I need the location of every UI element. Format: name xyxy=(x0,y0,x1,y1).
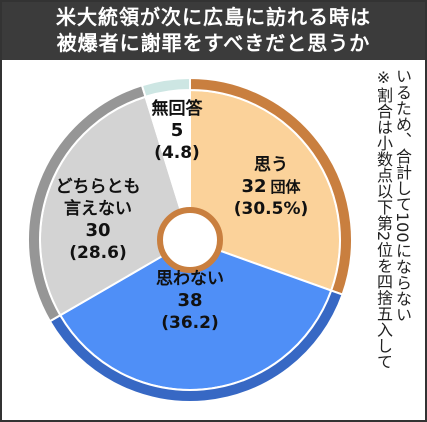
slice-label-omowanai: 思わない xyxy=(156,269,224,289)
title-banner: 米大統領が次に広島に訪れる時は 被爆者に謝罪をすべきだと思うか xyxy=(2,2,425,60)
slice-value-mukaitou: 5 xyxy=(171,120,184,141)
slice-value-omowanai: 38 xyxy=(177,290,202,311)
pie-center-hole xyxy=(157,207,223,273)
footnote: ※割合は小数点以下第2位を四捨五入して いるため、合計して100にならない xyxy=(344,68,424,416)
pie-ring-mukaitou xyxy=(140,76,191,99)
slice-value-omou: 32 団体 xyxy=(241,176,301,197)
slice-label-dochira-1: どちらとも xyxy=(56,177,141,197)
slice-label-mukaitou: 無回答 xyxy=(152,98,204,119)
footnote-line-2: いるため、合計して100にならない xyxy=(393,68,412,323)
slice-value-dochira: 30 xyxy=(85,220,110,241)
footnote-line-1: ※割合は小数点以下第2位を四捨五入して xyxy=(374,68,393,370)
slice-percent-omou: (30.5%) xyxy=(234,199,309,219)
chart-title-line-2: 被爆者に謝罪をすべきだと思うか xyxy=(56,31,371,55)
slice-label-omou: 思う xyxy=(254,155,288,175)
chart-title-line-1: 米大統領が次に広島に訪れる時は xyxy=(56,5,371,29)
slice-label-dochira-2: 言えない xyxy=(64,198,132,219)
slice-unit-omou: 団体 xyxy=(271,178,302,196)
slice-percent-mukaitou: (4.8) xyxy=(154,143,200,163)
slice-percent-omowanai: (36.2) xyxy=(161,313,218,333)
slice-percent-dochira: (28.6) xyxy=(69,243,126,263)
